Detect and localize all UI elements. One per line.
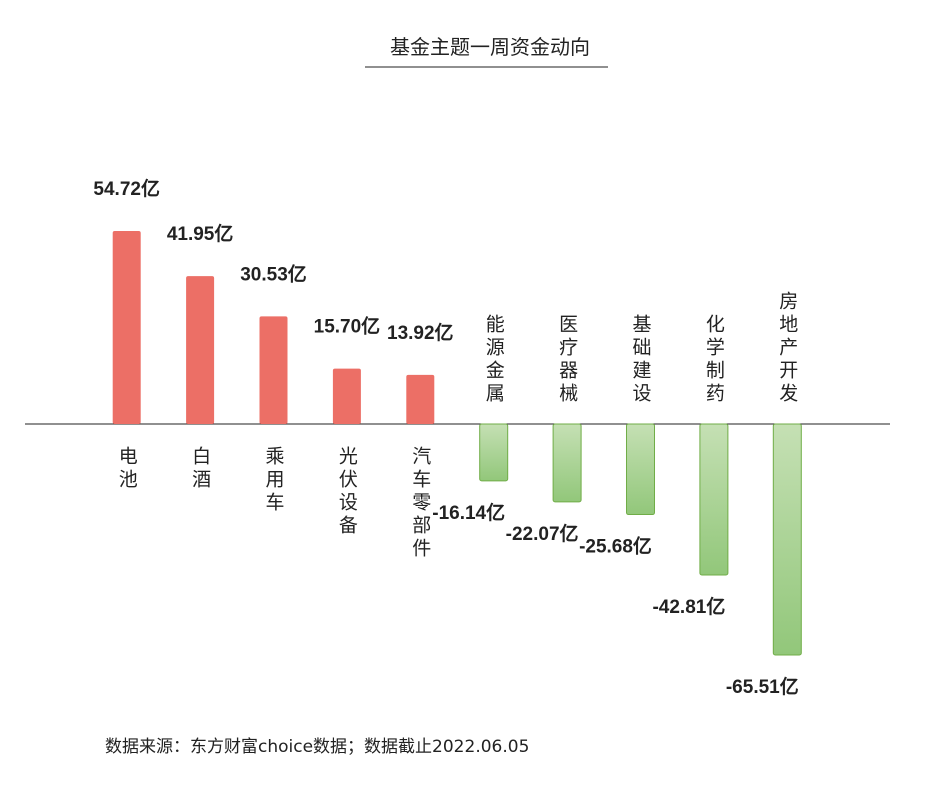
bar [406,374,435,424]
x-tick-label: 房地产开发 [776,291,798,406]
value-label: 13.92亿 [387,321,454,344]
value-label: -16.14亿 [432,501,505,524]
x-tick-label: 基础建设 [630,314,652,406]
value-label: 30.53亿 [240,262,307,285]
value-label: 41.95亿 [167,222,234,245]
bar [112,231,141,424]
x-tick-label: 乘用车 [263,446,285,515]
x-tick-label: 汽车零部件 [409,446,431,561]
chart-title: 基金主题一周资金动向 [390,35,590,59]
bar [479,423,509,482]
bar [332,368,361,424]
x-tick-label: 能源金属 [483,314,505,406]
value-label: -25.68亿 [579,535,652,558]
bar [186,276,215,424]
bar [626,423,655,516]
source-note: 数据来源：东方财富choice数据；数据截止2022.06.05 [105,737,529,757]
bar [259,316,288,424]
value-label: 54.72亿 [93,177,160,200]
value-label: -65.51亿 [726,675,799,698]
value-label: -42.81亿 [652,595,725,618]
bar [772,423,802,656]
x-tick-label: 化学制药 [703,314,725,406]
x-tick-label: 电池 [116,446,138,492]
value-label: -22.07亿 [506,522,579,545]
bar [699,423,729,576]
bar [552,423,582,503]
x-tick-label: 光伏设备 [336,446,358,538]
x-tick-label: 白酒 [189,446,211,492]
value-label: 15.70亿 [314,315,381,338]
x-tick-label: 医疗器械 [556,314,578,406]
